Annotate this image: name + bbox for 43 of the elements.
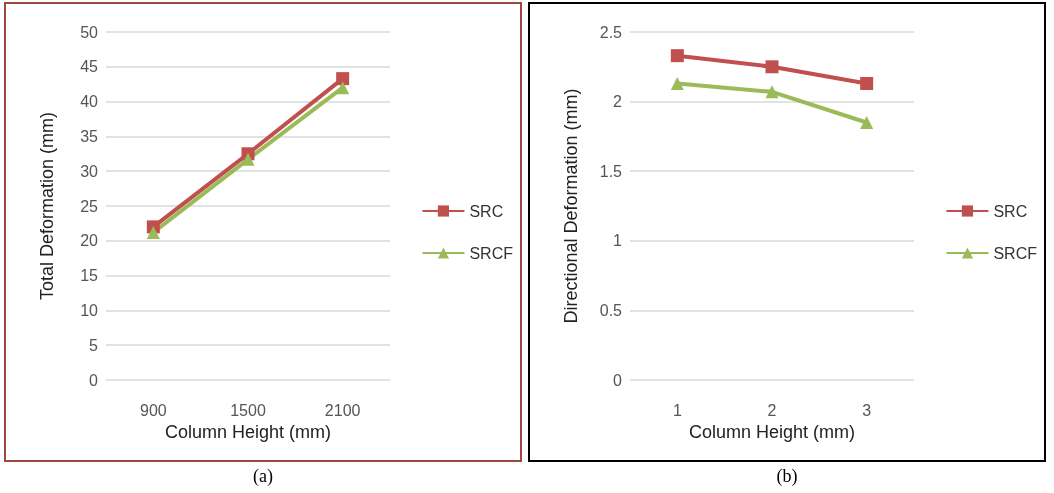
- y-tick-label: 5: [89, 336, 99, 354]
- point: [765, 85, 779, 99]
- point: [146, 225, 160, 239]
- y-tick-label: 40: [80, 93, 99, 111]
- y-tick-label: 2: [613, 93, 623, 111]
- y-tick-label: 0.5: [599, 301, 623, 319]
- text: (a): [253, 466, 273, 487]
- legend-label: SRCF: [469, 244, 514, 262]
- y-tick-label: 15: [80, 267, 99, 285]
- y-tick-label: 1.5: [599, 162, 623, 180]
- y-tick-label: 0: [89, 371, 99, 389]
- point: [860, 77, 874, 90]
- y-axis-title: Directional Deformation (mm): [561, 88, 581, 324]
- legend-label: SRC: [993, 202, 1028, 220]
- point: [670, 49, 684, 63]
- y-tick-label: 50: [80, 23, 99, 41]
- point: [241, 152, 255, 166]
- x-tick-label: 1: [672, 401, 682, 419]
- x-tick-label: 3: [862, 401, 872, 419]
- x-tick-label: 900: [139, 401, 167, 419]
- y-tick-label: 10: [80, 301, 99, 319]
- point: [336, 72, 350, 86]
- text: (b): [776, 466, 798, 487]
- y-axis-title: Total Deformation (mm): [37, 111, 57, 301]
- x-axis-title: Column Height (mm): [164, 421, 332, 442]
- point: [765, 60, 779, 74]
- y-tick-label: 35: [80, 127, 99, 145]
- point: [670, 77, 684, 90]
- legend-label: SRC: [469, 202, 504, 220]
- y-tick-label: 30: [80, 162, 99, 180]
- y-tick-label: 0: [613, 371, 623, 389]
- y-tick-label: 20: [80, 232, 99, 250]
- x-tick-label: 2100: [324, 401, 361, 419]
- x-tick-label: 2: [767, 401, 777, 419]
- x-axis-title: Column Height (mm): [688, 421, 856, 442]
- y-tick-label: 1: [613, 232, 623, 250]
- point: [860, 115, 874, 129]
- y-tick-label: 25: [80, 197, 99, 215]
- y-tick-label: 2.5: [599, 23, 623, 41]
- point: [336, 81, 350, 95]
- legend-label: SRCF: [993, 244, 1038, 262]
- x-tick-label: 1500: [230, 401, 266, 419]
- y-tick-label: 45: [80, 58, 99, 76]
